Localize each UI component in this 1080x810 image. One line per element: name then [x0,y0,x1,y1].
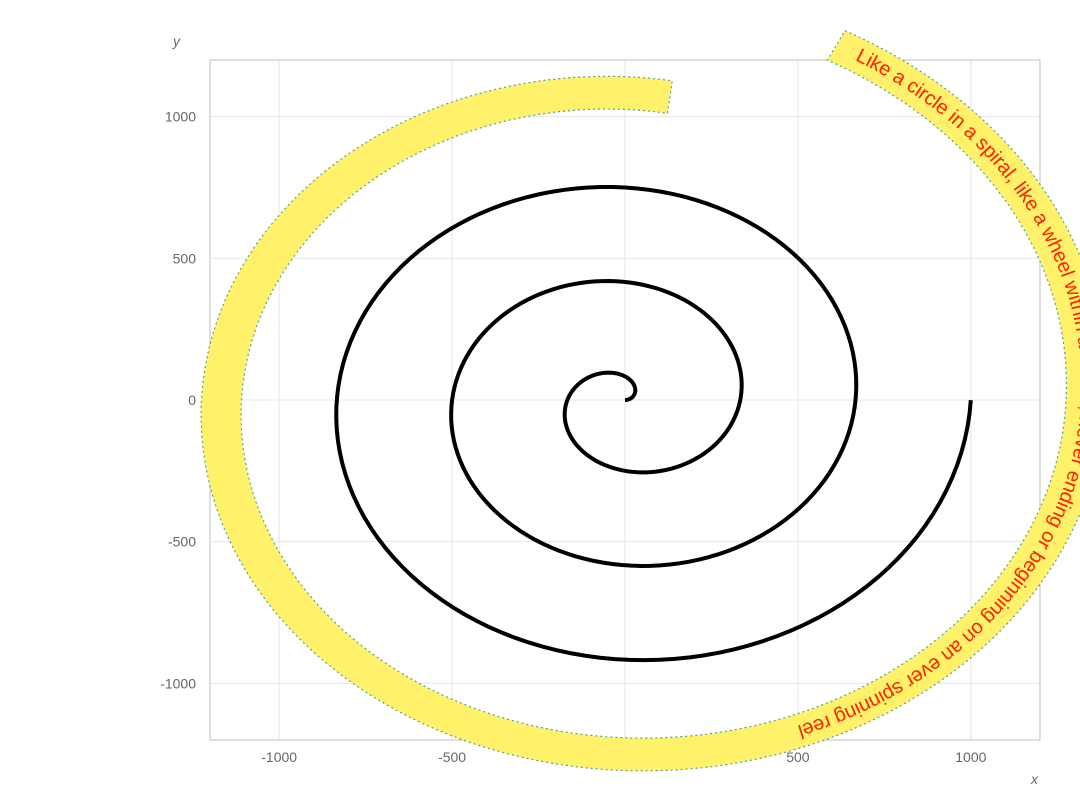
y-axis-label: y [172,33,181,49]
x-tick-label: -500 [438,749,466,765]
x-tick-label: -1000 [261,749,297,765]
x-tick-label: 1000 [955,749,986,765]
chart-svg: -1000-50005001000-1000-50005001000xyLike… [0,0,1080,810]
y-tick-label: -1000 [160,675,196,691]
x-axis-label: x [1030,771,1039,787]
y-tick-label: 1000 [165,109,196,125]
annotation-text: Like a circle in a spiral, like a wheel … [795,45,1080,743]
y-tick-label: -500 [168,534,196,550]
chart-container: -1000-50005001000-1000-50005001000xyLike… [0,0,1080,810]
y-tick-label: 500 [173,250,197,266]
tick-labels: -1000-50005001000-1000-50005001000 [160,109,986,765]
y-tick-label: 0 [188,392,196,408]
